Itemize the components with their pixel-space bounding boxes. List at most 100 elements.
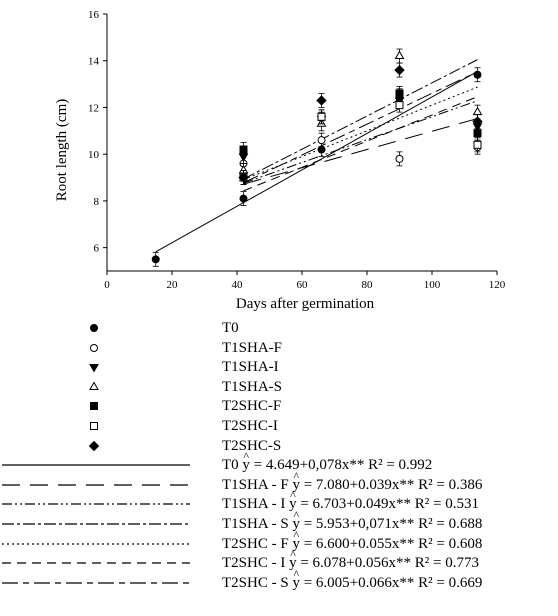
- legend-entry-regression: T2SHC - S ^ y = 6.005+0.066x** R² = 0.669: [0, 567, 558, 593]
- legend-line-sample: [2, 542, 190, 545]
- data-point: [90, 343, 98, 352]
- regression-line: [243, 71, 478, 184]
- regression-name: T1SHA - I: [222, 496, 290, 513]
- y-hat-symbol: ^ y: [292, 508, 300, 534]
- hat-mark: ^: [293, 566, 300, 581]
- data-point: [472, 106, 483, 116]
- y-axis-label: Root length (cm): [54, 99, 70, 201]
- regression-name: T2SHC - S: [222, 574, 293, 591]
- regression-equation: = 5.953+0,071x** R² = 0.688: [299, 516, 483, 532]
- y-tick-label: 12: [88, 102, 99, 114]
- hat-mark: ^: [243, 449, 250, 464]
- data-point: [395, 89, 404, 98]
- data-point: [394, 50, 405, 60]
- regression-equation: = 6.005+0.066x** R² = 0.669: [299, 574, 483, 591]
- legend-entry-regression: T0 ^ y = 4.649+0,078x** R² = 0.992: [0, 449, 558, 475]
- legend-label: T2SHC-I: [222, 418, 278, 434]
- data-points: [151, 48, 483, 267]
- x-tick-label: 40: [232, 279, 244, 291]
- data-point: [238, 172, 249, 183]
- legend-line-sample: [2, 484, 190, 486]
- x-tick-label: 60: [297, 279, 309, 291]
- data-point: [395, 101, 404, 110]
- hat-mark: ^: [290, 488, 296, 503]
- legend-entry-regression: T1SHA - I ^ y = 6.703+0.049x** R² = 0.531: [0, 488, 558, 514]
- legend-regression-label: T2SHC - F ^ y = 6.600+0.055x** R² = 0.608: [222, 528, 483, 554]
- legend-line-sample: [2, 464, 190, 466]
- regression-line: [243, 100, 478, 184]
- legend-entry: T2SHC-F: [0, 396, 558, 416]
- y-tick-label: 10: [88, 149, 100, 161]
- legend-line-sample: [2, 523, 190, 525]
- legend-regression-label: T1SHA - S ^ y = 5.953+0,071x** R² = 0.688: [222, 508, 483, 534]
- axes: 0 20 40 60 80 100 120 6 8 10 12 14 16: [88, 9, 506, 291]
- legend-marker: [89, 364, 99, 373]
- data-point: [88, 440, 100, 451]
- hat-mark: ^: [293, 468, 300, 483]
- regression-line: [243, 59, 478, 180]
- legend-marker: [90, 422, 98, 430]
- legend-regression-label: T1SHA - F ^ y = 7.080+0.039x** R² = 0.386: [222, 469, 483, 495]
- legend-label: T0: [222, 320, 239, 336]
- legend-marker: [88, 440, 100, 451]
- data-point: [473, 140, 482, 149]
- legend-line-sample: [2, 503, 190, 505]
- data-point: [473, 70, 482, 79]
- hat-mark: ^: [290, 547, 296, 562]
- legend-entry: T0: [0, 318, 558, 338]
- data-point: [90, 402, 98, 411]
- data-point: [316, 95, 327, 106]
- hat-mark: ^: [293, 508, 300, 522]
- y-hat-symbol: ^ y: [289, 547, 297, 573]
- legend-regression-label: T2SHC - S ^ y = 6.005+0.066x** R² = 0.669: [222, 567, 483, 593]
- x-tick-label: 80: [362, 279, 374, 291]
- legend-regression-label: T0 ^ y = 4.649+0,078x** R² = 0.992: [222, 449, 432, 475]
- data-point: [89, 381, 99, 390]
- y-tick-label: 14: [88, 56, 100, 68]
- legend-entry-regression: T1SHA - S ^ y = 5.953+0,071x** R² = 0.688: [0, 508, 558, 534]
- data-point: [239, 145, 248, 154]
- data-point: [239, 194, 248, 203]
- regression-equation: = 6.600+0.055x** R² = 0.608: [299, 535, 483, 552]
- legend-regression-label: T1SHA - I ^ y = 6.703+0.049x** R² = 0.531: [222, 488, 479, 514]
- y-tick-label: 6: [94, 243, 100, 255]
- legend-line-sample: [2, 582, 190, 584]
- data-point: [394, 64, 405, 76]
- regression-equation: = 7.080+0.039x** R² = 0.386: [299, 476, 483, 493]
- legend-regression-label: T2SHC - I ^ y = 6.078+0.056x** R² = 0.773: [222, 547, 479, 573]
- regression-name: T2SHC - I: [222, 555, 290, 572]
- regression-lines: [155, 59, 478, 253]
- data-point: [473, 129, 482, 138]
- regression-name: T0: [222, 457, 243, 474]
- regression-name: T2SHC - F: [222, 535, 293, 552]
- y-hat-symbol: ^ y: [289, 488, 297, 514]
- legend-entry: T2SHC-I: [0, 416, 558, 436]
- regression-equation: = 6.078+0.056x** R² = 0.773: [296, 555, 479, 572]
- legend-marker: [90, 343, 98, 352]
- x-tick-label: 120: [489, 279, 506, 291]
- legend-entry: T2SHC-S: [0, 436, 558, 456]
- legend-entry: T1SHA-F: [0, 338, 558, 358]
- hat-mark: ^: [293, 527, 300, 542]
- regression-name: T1SHA - S: [222, 516, 293, 532]
- legend-marker: [89, 381, 99, 390]
- regression-name: T1SHA - F: [222, 476, 293, 493]
- legend-label: T2SHC-S: [222, 437, 282, 454]
- regression-equation: = 6.703+0.049x** R² = 0.531: [296, 496, 479, 513]
- x-tick-label: 20: [167, 279, 179, 291]
- data-point: [89, 364, 99, 373]
- legend-entry: T1SHA-I: [0, 357, 558, 377]
- data-point: [317, 112, 326, 121]
- legend-label: T1SHA-I: [222, 359, 279, 376]
- data-point: [317, 136, 326, 145]
- x-tick-label: 100: [424, 279, 441, 291]
- legend-label: T1SHA-F: [222, 339, 283, 356]
- legend-marker: [90, 324, 98, 332]
- y-hat-symbol: ^ y: [242, 449, 250, 475]
- regression-line: [243, 118, 478, 185]
- legend-label: T1SHA-S: [222, 378, 283, 395]
- y-hat-symbol: ^ y: [292, 567, 300, 593]
- y-hat-symbol: ^ y: [292, 528, 300, 554]
- x-tick-label: 0: [104, 279, 110, 291]
- legend-entry-regression: T1SHA - F ^ y = 7.080+0.039x** R² = 0.386: [0, 469, 558, 495]
